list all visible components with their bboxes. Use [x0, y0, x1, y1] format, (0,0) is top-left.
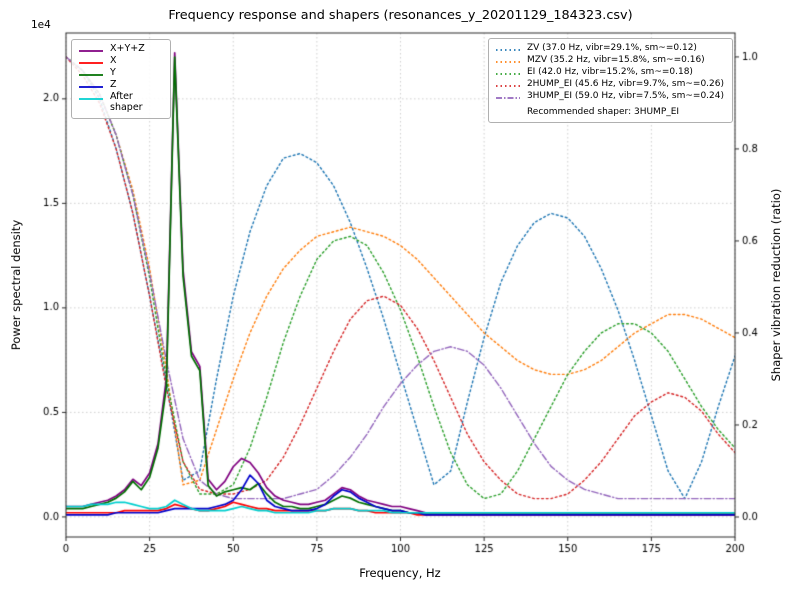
legend-item: Z: [78, 79, 162, 92]
legend-item-label: EI (42.0 Hz, vibr=15.2%, sm~=0.18): [526, 67, 693, 77]
legend-item-label: 3HUMP_EI (59.0 Hz, vibr=7.5%, sm~=0.24): [526, 91, 724, 101]
legend-line-sample: [79, 50, 103, 52]
legend-item: X: [78, 55, 162, 68]
legend-item: 3HUMP_EI (59.0 Hz, vibr=7.5%, sm~=0.24): [495, 91, 724, 103]
recommended-shaper-note: Recommended shaper: 3HUMP_EI: [526, 107, 680, 117]
legend-item-label: 2HUMP_EI (45.6 Hz, vibr=9.7%, sm~=0.26): [526, 79, 724, 89]
legend-item: X+Y+Z: [78, 43, 162, 56]
legend-line-sample: [495, 85, 520, 87]
legend-item: EI (42.0 Hz, vibr=15.2%, sm~=0.18): [495, 67, 724, 79]
legend-item: MZV (35.2 Hz, vibr=15.8%, sm~=0.16): [495, 55, 724, 67]
right-axis-label: Shaper vibration reduction (ratio): [769, 188, 783, 382]
legend-item-label: X: [110, 55, 117, 66]
legend-shaper-items: ZV (37.0 Hz, vibr=29.1%, sm~=0.12) MZV (3…: [495, 43, 724, 103]
legend-item-label: ZV (37.0 Hz, vibr=29.1%, sm~=0.12): [526, 43, 697, 53]
legend-shapers: ZV (37.0 Hz, vibr=29.1%, sm~=0.12) MZV (3…: [487, 38, 733, 124]
legend-psd: X+Y+Z X Y Z After shaper: [71, 39, 171, 119]
legend-item: Y: [78, 67, 162, 80]
legend-item-label: MZV (35.2 Hz, vibr=15.8%, sm~=0.16): [526, 55, 705, 65]
legend-line-sample: [79, 86, 103, 88]
legend-item: After shaper: [78, 91, 162, 114]
left-axis-label: Power spectral density: [9, 219, 23, 351]
legend-line-sample: [79, 98, 103, 100]
legend-line-sample: [79, 62, 103, 64]
legend-item-label: X+Y+Z: [110, 43, 145, 54]
legend-item-label: Z: [110, 79, 117, 90]
legend-line-sample: [495, 73, 520, 75]
x-axis-label: Frequency, Hz: [359, 566, 441, 580]
legend-psd-items: X+Y+Z X Y Z After shaper: [78, 43, 162, 114]
legend-item-label: Y: [110, 67, 116, 78]
legend-line-sample: [495, 97, 520, 99]
legend-item: 2HUMP_EI (45.6 Hz, vibr=9.7%, sm~=0.26): [495, 79, 724, 91]
chart-title: Frequency response and shapers (resonanc…: [168, 8, 633, 23]
legend-item: ZV (37.0 Hz, vibr=29.1%, sm~=0.12): [495, 43, 724, 55]
legend-line-sample: [79, 74, 103, 76]
legend-line-sample: [495, 61, 520, 63]
legend-item-label: After shaper: [110, 91, 143, 113]
left-axis-offset-text: 1e4: [31, 19, 51, 31]
legend-line-sample: [495, 49, 520, 51]
